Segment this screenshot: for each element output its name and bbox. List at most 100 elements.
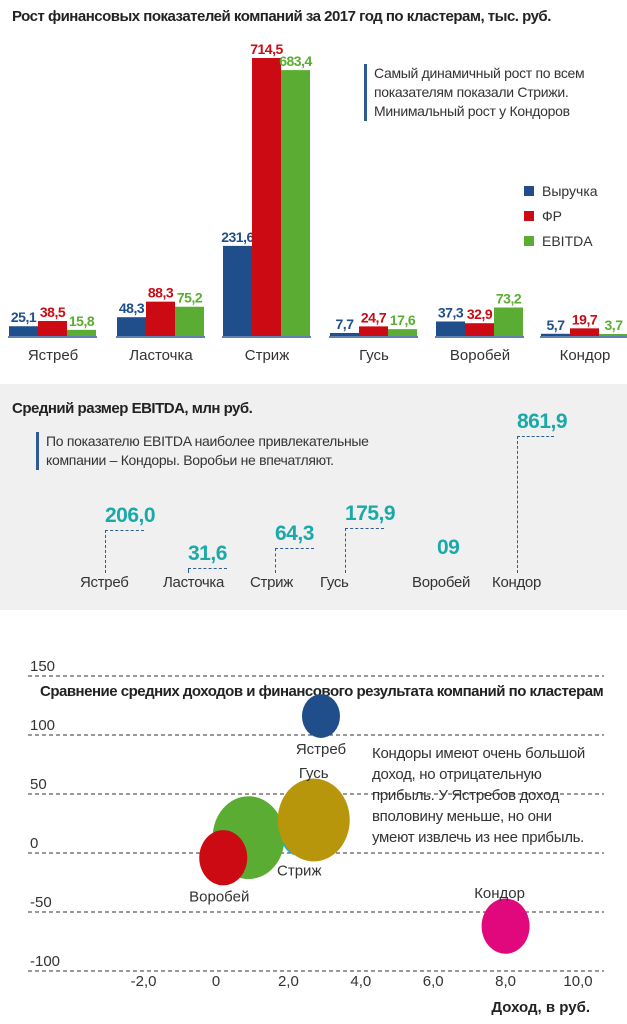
bar-ФР <box>570 328 599 336</box>
ebitda-category-label: Стриж <box>250 574 293 591</box>
legend-label: Выручка <box>542 183 598 199</box>
bubble-label: Стриж <box>277 862 321 879</box>
x-tick-label: 4,0 <box>350 973 371 990</box>
bar-ФР <box>38 321 67 336</box>
ebitda-category-label: Ласточка <box>163 574 225 591</box>
bar-value-label: 714,5 <box>250 41 283 57</box>
category-label: Ласточка <box>129 347 193 364</box>
bar-ФР <box>252 58 281 336</box>
bar-Выручка <box>223 245 252 336</box>
bar-value-label: 19,7 <box>572 311 598 327</box>
bubble-chart: 150 100 50 0 -50 -100 -2,0 0 2,0 4,0 6,0 8,0 10,0 Сра… <box>28 658 604 1016</box>
bar-value-label: 15,8 <box>69 313 95 329</box>
bar-EBITDA <box>599 334 627 336</box>
bar-Выручка <box>436 321 465 336</box>
bar-value-label: 48,3 <box>119 300 145 316</box>
ebitda-value-label: 175,9 <box>345 502 396 525</box>
bar-value-label: 7,7 <box>336 316 355 332</box>
bar-ФР <box>465 323 494 336</box>
ebitda-dashed-leader <box>517 436 554 573</box>
y-tick-label: 100 <box>30 717 55 734</box>
note-line: Самый динамичный рост по всем <box>374 65 585 81</box>
bar-value-label: 3,7 <box>605 317 624 333</box>
bar-chart-title: Рост финансовых показателей компаний за … <box>12 8 551 25</box>
bubble-label: Кондор <box>474 885 525 902</box>
bubble-label: Гусь <box>299 765 329 782</box>
x-tick-label: 0 <box>212 973 220 990</box>
bar-value-label: 38,5 <box>40 304 66 320</box>
bar-chart-note: Самый динамичный рост по всем показателя… <box>364 64 585 121</box>
bar-EBITDA <box>175 306 204 336</box>
bar-value-label: 88,3 <box>148 285 174 301</box>
bubble-label: Воробей <box>189 889 249 906</box>
ebitda-dashed-leader <box>188 568 227 573</box>
scatter-note-line: доход, но отрицательную <box>372 766 542 783</box>
note-line: компании – Кондоры. Воробьи не впечатляю… <box>46 452 334 468</box>
y-tick-label: 0 <box>30 835 38 852</box>
bar-EBITDA <box>388 329 417 336</box>
ebitda-title: Средний размер EBITDA, млн руб. <box>12 400 253 417</box>
ebitda-category-label: Кондор <box>492 574 542 591</box>
bar-ФР <box>359 326 388 336</box>
bar-value-label: 231,6 <box>221 229 254 245</box>
ebitda-category-label: Гусь <box>320 574 349 591</box>
bar-EBITDA <box>281 70 310 336</box>
note-line: По показателю EBITDA наиболее привлекате… <box>46 433 369 449</box>
scatter-title: Сравнение средних доходов и финансового … <box>40 683 604 700</box>
bar-value-label: 32,9 <box>467 306 493 322</box>
y-tick-label: -50 <box>30 894 52 911</box>
bar-value-label: 683,4 <box>279 53 312 69</box>
bar-Выручка <box>117 317 146 336</box>
y-tick-label: 50 <box>30 776 47 793</box>
ebitda-note: По показателю EBITDA наиболее привлекате… <box>36 432 369 470</box>
scatter-note-line: вполовину меньше, но они <box>372 808 552 825</box>
bar-Выручка <box>330 333 359 336</box>
legend-label: ФР <box>542 208 562 224</box>
bubble-Гусь <box>277 778 350 862</box>
revenue-bar-chart: 25,1 38,515,8 Ястреб 48,388,3 75,2 Ласточка 23… <box>8 41 627 364</box>
ebitda-dashed-leader <box>345 528 384 573</box>
x-tick-label: 6,0 <box>423 973 444 990</box>
ebitda-dashed-leader <box>275 548 314 573</box>
category-label: Кондор <box>560 347 611 364</box>
legend-swatch <box>524 211 534 221</box>
x-tick-label: 2,0 <box>278 973 299 990</box>
bar-value-label: 5,7 <box>547 317 566 333</box>
x-tick-label: -2,0 <box>131 973 157 990</box>
ebitda-category-label: Воробей <box>412 574 471 591</box>
bar-value-label: 24,7 <box>361 309 387 325</box>
ebitda-dashed-leader <box>105 530 144 573</box>
bar-ФР <box>146 301 175 336</box>
x-tick-label: 8,0 <box>495 973 516 990</box>
note-line: Минимальный рост у Кондоров <box>374 103 570 119</box>
legend-swatch <box>524 236 534 246</box>
scatter-note-line: Кондоры имеют очень большой <box>372 745 585 762</box>
bar-value-label: 17,6 <box>390 312 416 328</box>
bubble-Воробей <box>199 830 248 886</box>
ebitda-category-label: Ястреб <box>80 574 129 591</box>
x-tick-label: 10,0 <box>563 973 592 990</box>
category-label: Воробей <box>450 347 510 364</box>
y-tick-label: 150 <box>30 658 55 675</box>
ebitda-value-label: 64,3 <box>275 522 314 545</box>
bubble-label: Ястреб <box>296 741 346 758</box>
legend-swatch <box>524 186 534 196</box>
bar-EBITDA <box>494 307 523 336</box>
bar-value-label: 37,3 <box>438 304 464 320</box>
scatter-note-line: прибыль. У Ястребов доход <box>372 787 560 804</box>
ebitda-value-label: 206,0 <box>105 504 156 527</box>
bar-value-label: 25,1 <box>11 309 37 325</box>
bubble-Ястреб <box>301 694 340 738</box>
bar-EBITDA <box>67 329 96 336</box>
bar-value-label: 75,2 <box>177 290 203 306</box>
bar-Выручка <box>9 326 38 336</box>
note-line: показателям показали Стрижи. <box>374 84 569 100</box>
ebitda-panel: Средний размер EBITDA, млн руб. По показ… <box>0 384 627 610</box>
bar-Выручка <box>541 333 570 336</box>
bubble-Кондор <box>481 898 530 954</box>
ebitda-value-label: 09 <box>437 536 460 559</box>
category-label: Стриж <box>245 347 289 364</box>
category-label: Ястреб <box>28 347 78 364</box>
category-label: Гусь <box>359 347 389 364</box>
ebitda-value-label: 31,6 <box>188 542 227 565</box>
